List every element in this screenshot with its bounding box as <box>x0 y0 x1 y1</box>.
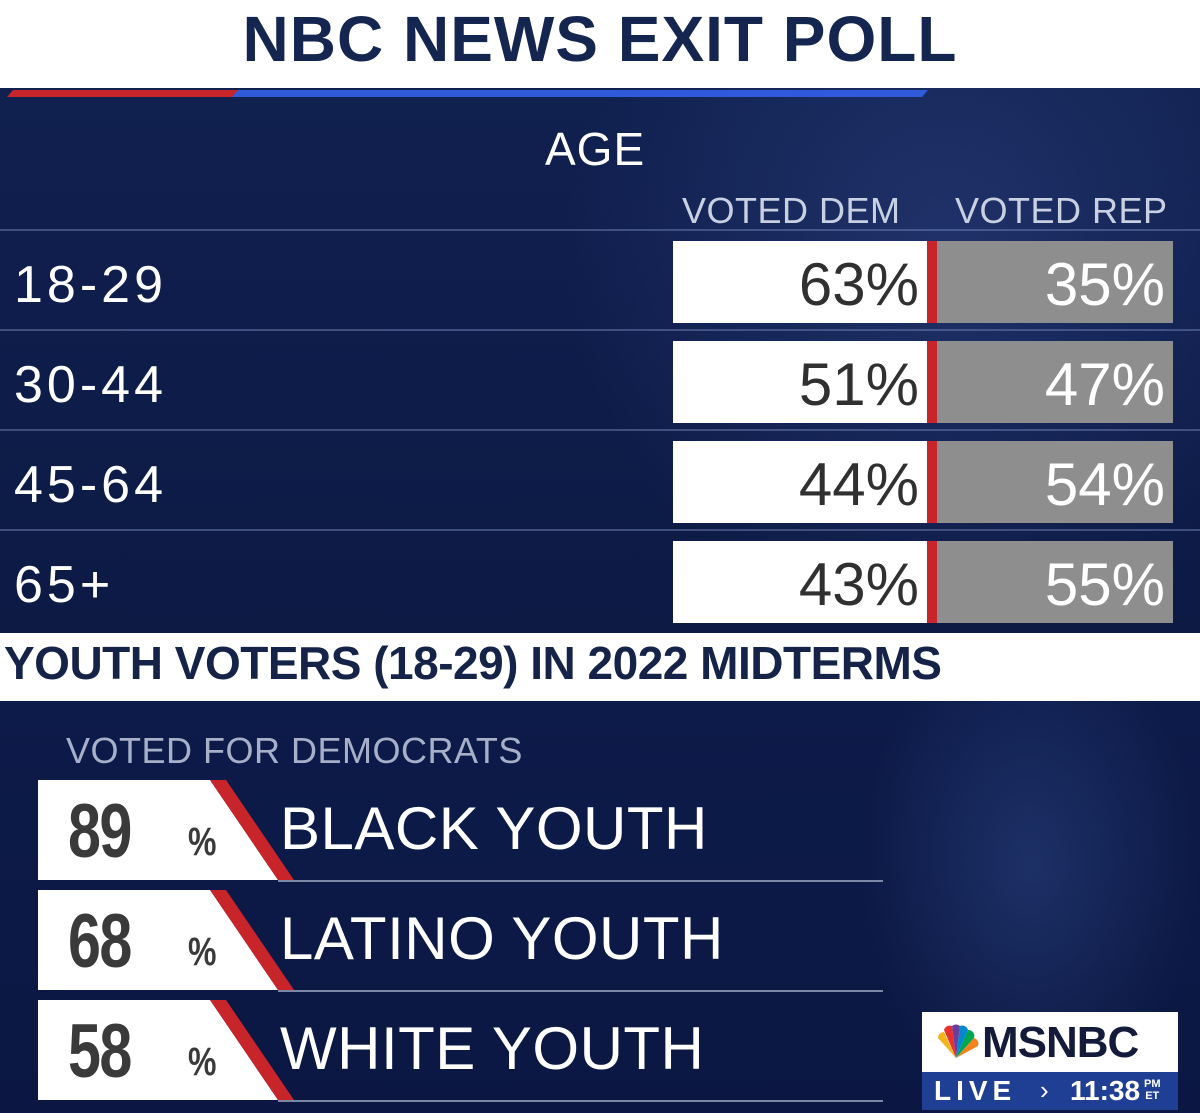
dem-value: 63% <box>673 241 927 323</box>
youth-group-label: LATINO YOUTH <box>280 905 724 972</box>
rep-value: 55% <box>937 541 1173 623</box>
youth-group-label: BLACK YOUTH <box>280 795 708 862</box>
title-blue-stripe <box>232 90 928 97</box>
youth-pct-sign: % <box>188 1040 217 1084</box>
youth-pct-sign: % <box>188 820 217 864</box>
page-title: NBC NEWS EXIT POLL <box>242 3 958 75</box>
red-divider <box>927 241 937 323</box>
rep-value: 54% <box>937 441 1173 523</box>
dem-value: 43% <box>673 541 927 623</box>
youth-row: 89% BLACK YOUTH <box>38 780 883 882</box>
youth-pct-value: 68 <box>68 899 132 984</box>
col-head-rep: VOTED REP <box>955 190 1168 231</box>
age-row-label: 45-64 <box>14 456 167 514</box>
red-divider <box>927 541 937 623</box>
dem-value: 44% <box>673 441 927 523</box>
youth-pct-value: 89 <box>68 789 132 874</box>
red-divider <box>927 341 937 423</box>
age-row-label: 30-44 <box>14 356 167 414</box>
youth-row-underline <box>278 880 883 882</box>
msnbc-wordmark: MSNBC <box>982 1018 1139 1067</box>
youth-row-underline <box>278 1100 883 1102</box>
youth-group-label: WHITE YOUTH <box>280 1015 705 1082</box>
youth-row: 68% LATINO YOUTH <box>38 890 883 992</box>
youth-section-label: VOTED FOR DEMOCRATS <box>66 730 523 771</box>
youth-pct-sign: % <box>188 930 217 974</box>
peacock-icon <box>938 1024 979 1058</box>
youth-row: 58% WHITE YOUTH <box>38 1000 883 1102</box>
age-row-divider <box>0 329 1200 331</box>
live-time: 11:38 <box>1070 1075 1141 1106</box>
age-row-label: 18-29 <box>14 256 167 314</box>
youth-row-underline <box>278 990 883 992</box>
age-section-label: AGE <box>545 123 646 175</box>
title-band <box>0 0 1200 88</box>
live-bar: LIVE › 11:38 PM ET <box>922 1072 1178 1110</box>
col-head-dem: VOTED DEM <box>682 190 901 231</box>
rep-value: 47% <box>937 341 1173 423</box>
rep-value: 35% <box>937 241 1173 323</box>
youth-pct-value: 58 <box>68 1009 132 1094</box>
red-divider <box>927 441 937 523</box>
age-row-label: 65+ <box>14 556 115 614</box>
chevron-right-icon: › <box>1040 1075 1049 1105</box>
subheader-title: YOUTH VOTERS (18-29) IN 2022 MIDTERMS <box>4 637 942 689</box>
age-row-divider <box>0 229 1200 231</box>
age-row-divider <box>0 429 1200 431</box>
live-ampm: PM ET <box>1144 1078 1161 1102</box>
age-row-divider <box>0 529 1200 531</box>
msnbc-logo: MSNBC <box>922 1012 1178 1072</box>
dem-value: 51% <box>673 341 927 423</box>
live-label: LIVE <box>934 1075 1017 1106</box>
subheader-band <box>0 633 1200 701</box>
